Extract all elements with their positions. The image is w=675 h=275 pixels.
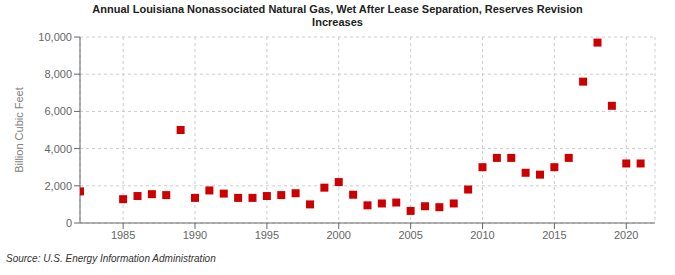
svg-text:6,000: 6,000: [44, 105, 72, 117]
svg-text:4,000: 4,000: [44, 143, 72, 155]
svg-text:1990: 1990: [183, 229, 207, 241]
svg-text:2005: 2005: [398, 229, 422, 241]
svg-text:2020: 2020: [614, 229, 638, 241]
svg-text:Billion Cubic Feet: Billion Cubic Feet: [13, 87, 25, 173]
html-text:Source: U.S. Energy Informatio: Source: U.S. Energy Information Administ…: [6, 253, 216, 264]
svg-text:2015: 2015: [542, 229, 566, 241]
svg-text:10,000: 10,000: [38, 31, 72, 43]
svg-text:1995: 1995: [255, 229, 279, 241]
html-text:Annual Louisiana Nonassociated: Annual Louisiana Nonassociated Natural G…: [92, 3, 583, 15]
svg-text:1985: 1985: [111, 229, 135, 241]
svg-text:2000: 2000: [327, 229, 351, 241]
html-text:Increases: Increases: [312, 16, 363, 28]
svg-text:0: 0: [66, 217, 72, 229]
svg-text:2010: 2010: [470, 229, 494, 241]
svg-text:8,000: 8,000: [44, 68, 72, 80]
svg-text:2,000: 2,000: [44, 180, 72, 192]
